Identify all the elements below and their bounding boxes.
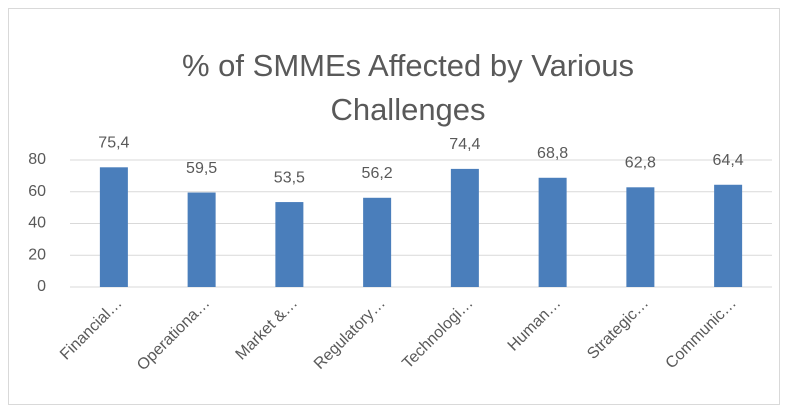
value-label: 56,2 xyxy=(362,165,393,182)
value-label: 62,8 xyxy=(625,155,656,172)
bar xyxy=(450,168,479,287)
y-tick-label: 0 xyxy=(37,278,46,295)
chart-border xyxy=(8,8,780,405)
y-tick-label: 40 xyxy=(28,215,46,232)
y-tick-label: 80 xyxy=(28,151,46,168)
bar xyxy=(626,187,655,287)
x-tick-label: Operationa… xyxy=(134,295,213,374)
y-tick-label: 60 xyxy=(28,183,46,200)
value-label: 53,5 xyxy=(274,169,305,186)
x-tick-label: Financial… xyxy=(57,295,126,364)
bar xyxy=(538,177,567,287)
x-tick-label: Human… xyxy=(505,295,565,355)
bar xyxy=(363,197,392,287)
value-label: 75,4 xyxy=(98,135,129,152)
x-tick-label: Communic… xyxy=(663,295,740,372)
x-tick-label: Strategic… xyxy=(584,295,652,363)
bar xyxy=(187,192,216,287)
chart-title: % of SMMEs Affected by Various Challenge… xyxy=(182,48,634,127)
bar xyxy=(714,184,743,287)
x-tick-label: Technologi… xyxy=(399,295,476,372)
x-tick-label: Market &… xyxy=(233,295,302,364)
value-label: 68,8 xyxy=(537,145,568,162)
bar xyxy=(275,202,304,287)
bar xyxy=(99,167,128,287)
y-tick-label: 20 xyxy=(28,246,46,263)
value-label: 59,5 xyxy=(186,160,217,177)
value-label: 64,4 xyxy=(713,152,744,169)
value-label: 74,4 xyxy=(449,136,480,153)
x-tick-label: Regulatory… xyxy=(311,295,389,373)
